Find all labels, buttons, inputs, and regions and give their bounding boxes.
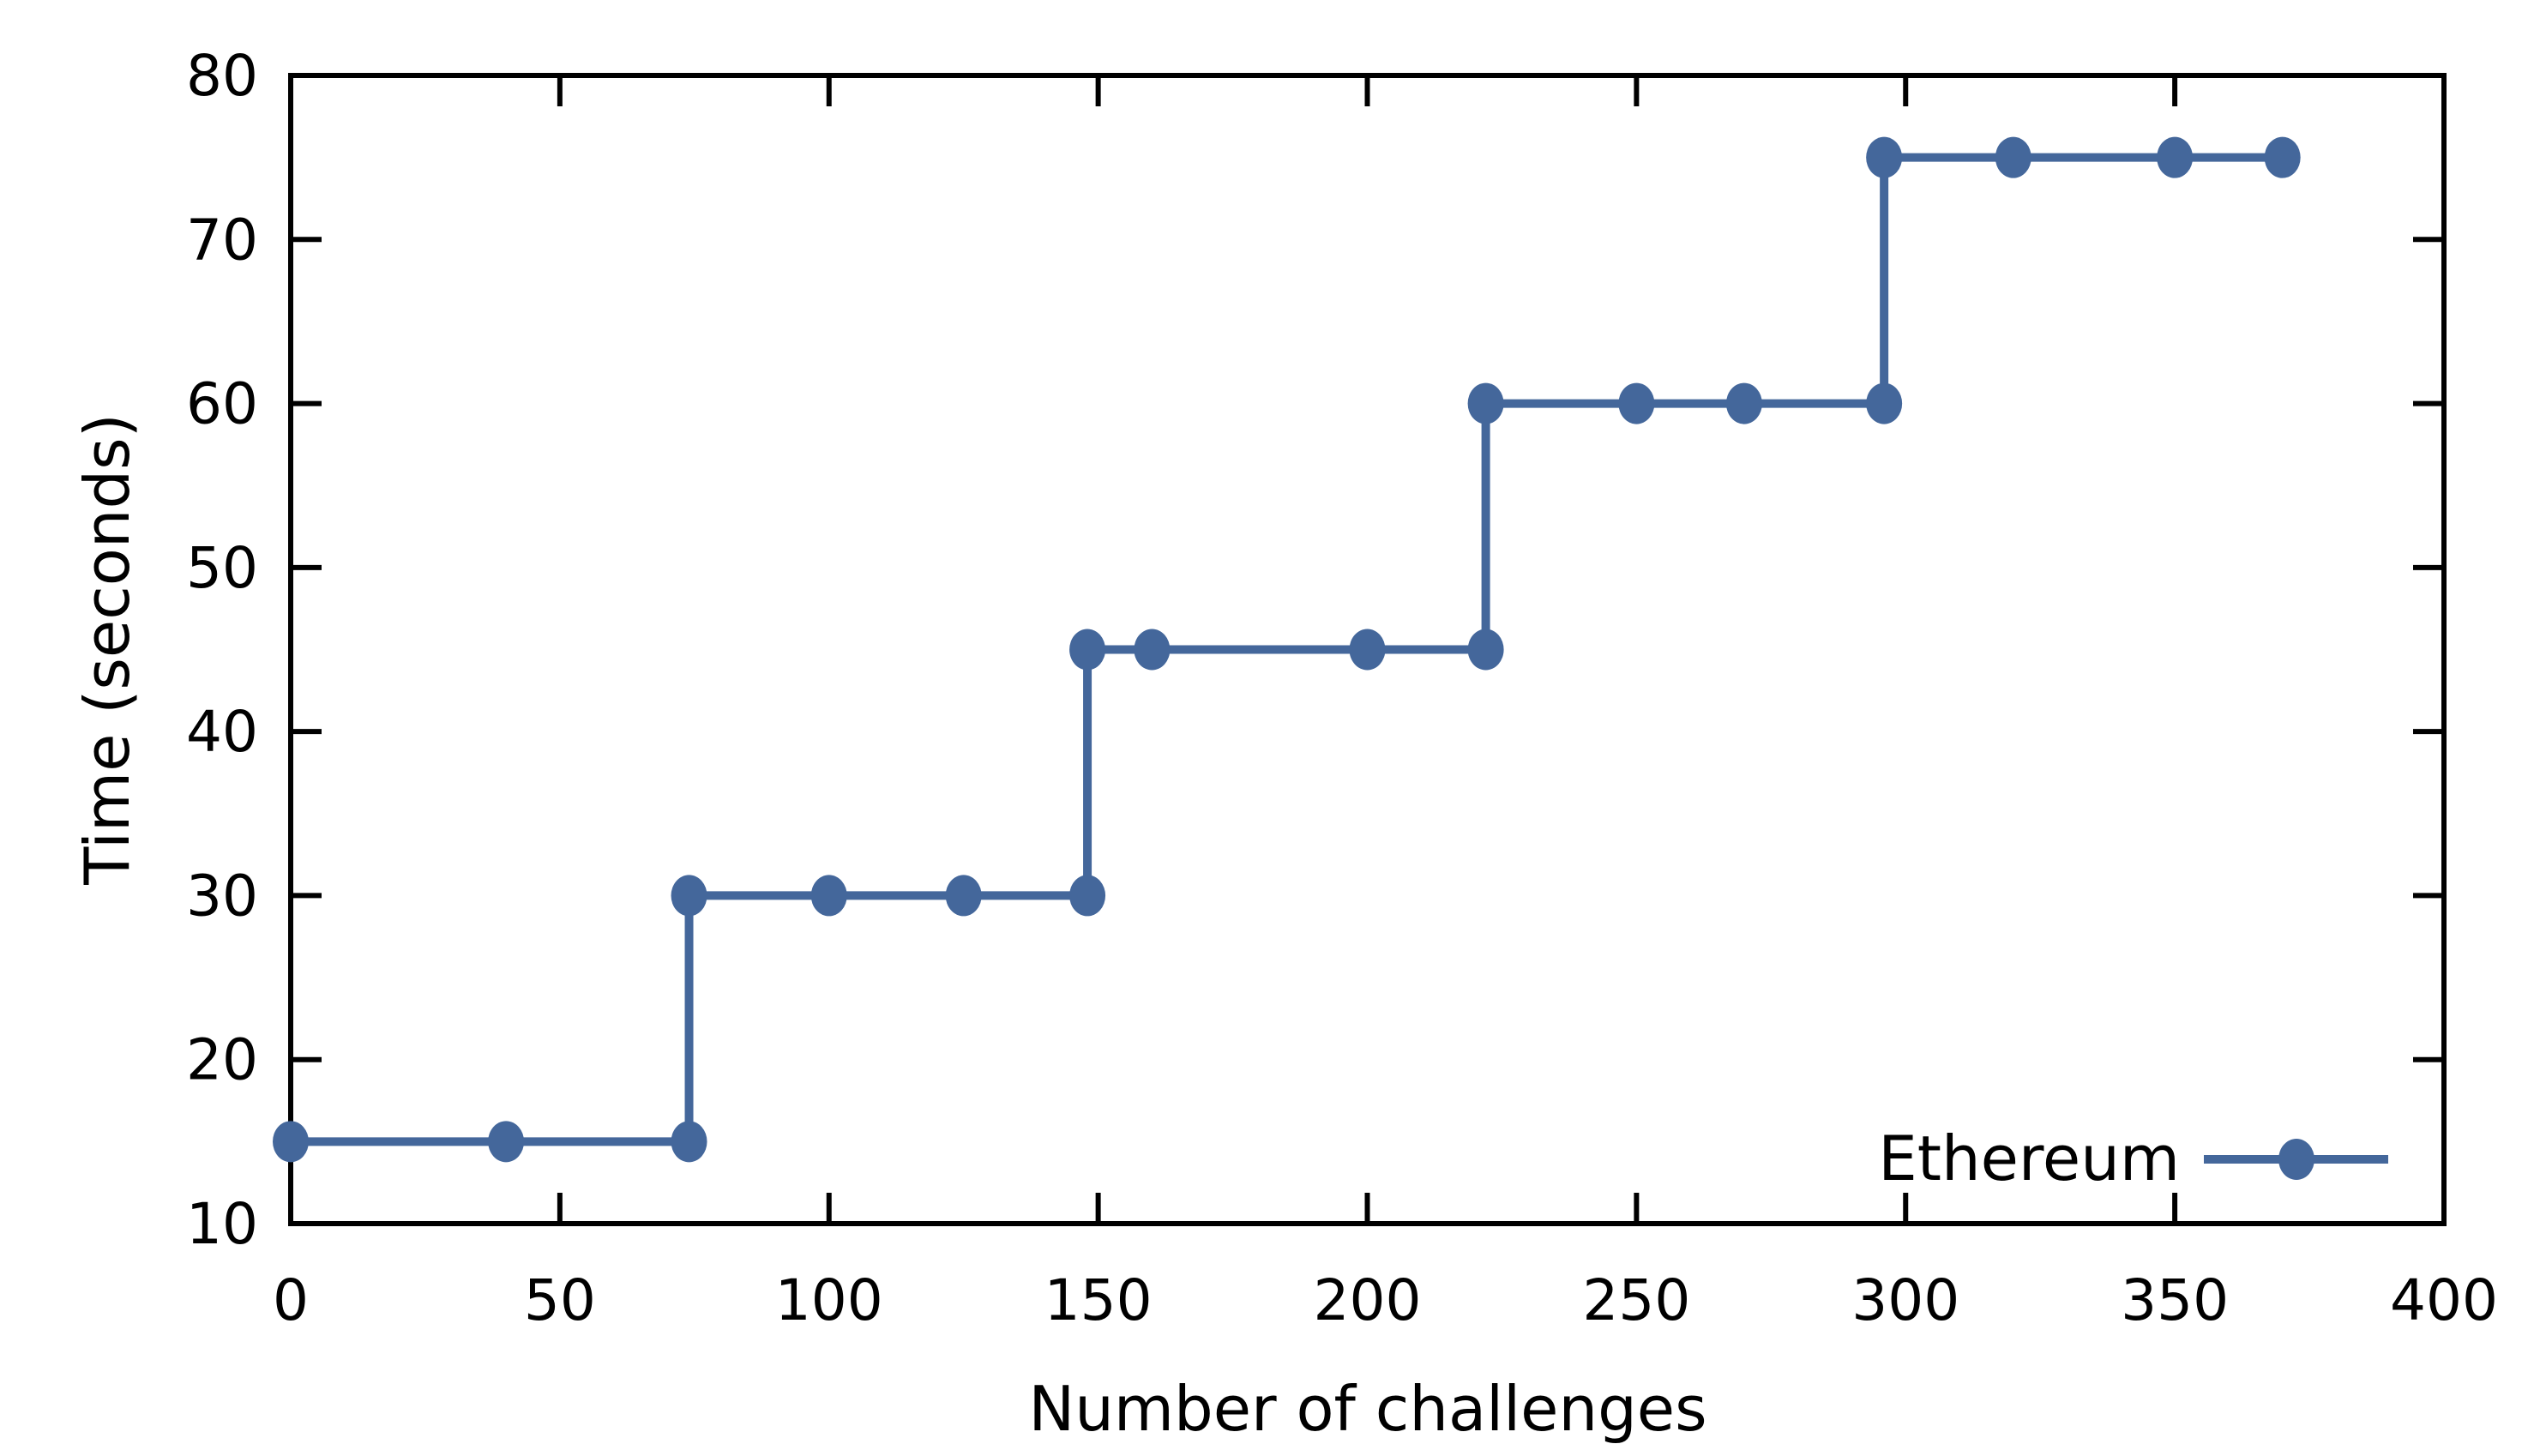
data-point-marker <box>1866 136 1903 178</box>
data-point-marker <box>810 875 847 917</box>
y-tick-label: 10 <box>186 1191 258 1257</box>
x-tick-label: 150 <box>1044 1267 1153 1333</box>
x-tick-label: 100 <box>775 1267 883 1333</box>
x-tick-label: 0 <box>273 1267 309 1333</box>
y-tick-label: 70 <box>186 207 258 273</box>
x-tick-label: 300 <box>1851 1267 1959 1333</box>
x-axis-title: Number of challenges <box>1028 1373 1706 1445</box>
y-tick-label: 30 <box>186 863 258 929</box>
x-tick-label: 400 <box>2390 1267 2498 1333</box>
x-tick-label: 350 <box>2121 1267 2229 1333</box>
axis-ticks <box>288 73 2447 1226</box>
data-point-marker <box>2157 136 2194 178</box>
series-line-ethereum <box>291 153 2283 1146</box>
data-point-marker <box>1069 629 1106 671</box>
data-point-marker <box>488 1121 525 1163</box>
data-point-marker <box>1134 629 1171 671</box>
data-point-marker <box>671 1121 707 1163</box>
legend: Ethereum <box>1878 1122 2388 1194</box>
data-point-marker <box>1995 136 2031 178</box>
data-point-marker <box>1349 629 1386 671</box>
y-tick-label: 40 <box>186 699 258 765</box>
data-point-marker <box>2264 136 2301 178</box>
data-point-marker <box>1725 382 1762 424</box>
y-tick-label: 20 <box>186 1027 258 1093</box>
legend-label-ethereum: Ethereum <box>1878 1122 2180 1194</box>
data-point-marker <box>671 875 707 917</box>
axis-tick-labels: 0 50 100 150 200 250 300 350 400 10 20 30 40 50 60 70 80 <box>186 43 2498 1333</box>
series-ethereum <box>273 136 2301 1163</box>
y-tick-label: 80 <box>186 43 258 109</box>
data-point-marker <box>1467 382 1504 424</box>
legend-sample-marker-circle <box>2278 1139 2314 1180</box>
data-point-marker <box>945 875 982 917</box>
x-tick-label: 50 <box>524 1267 596 1333</box>
data-point-marker <box>1866 382 1903 424</box>
data-point-marker <box>1618 382 1655 424</box>
data-point-marker <box>1069 875 1106 917</box>
y-axis-title: Time (seconds) <box>71 413 143 886</box>
x-tick-label: 250 <box>1582 1267 1690 1333</box>
data-point-marker <box>273 1121 309 1163</box>
y-tick-label: 50 <box>186 535 258 601</box>
y-tick-label: 60 <box>186 371 258 437</box>
data-point-marker <box>1467 629 1504 671</box>
x-tick-label: 200 <box>1314 1267 1422 1333</box>
